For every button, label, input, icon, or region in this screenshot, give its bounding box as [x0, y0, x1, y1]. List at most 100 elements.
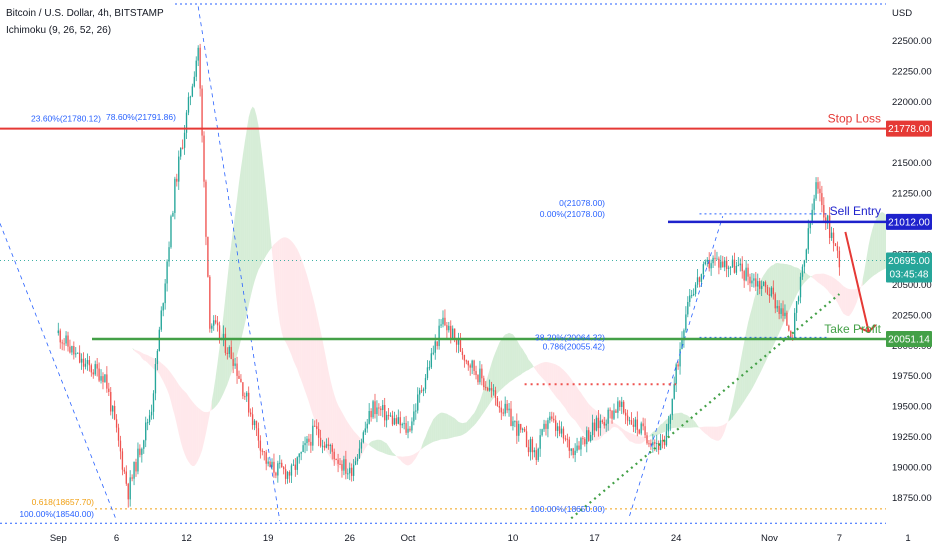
ichimoku-cloud-segment — [258, 125, 261, 270]
ichimoku-cloud-segment — [256, 115, 259, 276]
ichimoku-cloud-segment — [322, 340, 325, 447]
candle-body — [696, 277, 699, 285]
ichimoku-cloud-segment — [341, 412, 344, 469]
ichimoku-cloud-segment — [866, 245, 869, 282]
ichimoku-cloud-segment — [351, 428, 354, 466]
ichimoku-cloud-segment — [227, 261, 230, 385]
ichimoku-cloud-segment — [305, 269, 307, 397]
y-tick-label: 19000.00 — [892, 463, 932, 474]
candle-body — [665, 431, 668, 446]
ichimoku-cloud-segment — [726, 419, 729, 425]
ichimoku-cloud-segment — [660, 423, 663, 434]
candle-body — [836, 246, 839, 251]
candle-body — [537, 448, 539, 461]
candle-body — [224, 333, 227, 353]
ichimoku-cloud-segment — [794, 267, 797, 299]
candle-body — [331, 444, 333, 452]
candle-body — [681, 339, 683, 350]
candle-body — [628, 420, 631, 422]
candle-body — [615, 410, 617, 413]
candle-body — [189, 96, 192, 98]
ichimoku-cloud-segment — [308, 282, 311, 409]
candle-body — [191, 86, 194, 97]
candle-body — [117, 427, 120, 441]
ichimoku-cloud-segment — [376, 439, 379, 452]
candle-body — [319, 437, 322, 446]
candle-body — [541, 429, 543, 436]
ichimoku-cloud-segment — [680, 412, 682, 428]
candle-body — [685, 314, 687, 331]
candle-body — [426, 367, 429, 379]
ichimoku-cloud-segment — [446, 413, 449, 439]
ichimoku-cloud-segment — [147, 355, 150, 365]
fib-guide-line — [197, 6, 281, 521]
ichimoku-cloud-segment — [380, 439, 383, 453]
candle-body — [702, 264, 705, 275]
candle-body — [399, 417, 401, 426]
candle-body — [580, 438, 582, 450]
candle-body — [139, 448, 141, 455]
candle-body — [512, 421, 514, 427]
candle-body — [560, 428, 563, 434]
candle-body — [170, 216, 172, 248]
candle-body — [125, 471, 127, 484]
candle-body — [698, 277, 701, 282]
candle-body — [706, 259, 708, 262]
candle-body — [727, 267, 730, 269]
candle-body — [376, 407, 378, 415]
candle-body — [586, 430, 588, 445]
ichimoku-cloud-segment — [810, 275, 813, 278]
candle-body — [154, 364, 157, 394]
ichimoku-cloud-segment — [761, 275, 764, 371]
ichimoku-cloud-segment — [602, 414, 605, 437]
y-tick-label: 18750.00 — [892, 493, 932, 504]
candle-body — [834, 243, 837, 247]
candle-body — [729, 266, 732, 268]
candle-body — [380, 408, 382, 411]
candle-body — [267, 461, 269, 464]
ichimoku-cloud-segment — [233, 213, 236, 368]
candle-body — [642, 423, 644, 427]
candle-body — [663, 441, 666, 446]
stop-loss-annotation: Stop Loss — [828, 112, 881, 126]
ichimoku-cloud-segment — [713, 426, 716, 441]
candle-body — [422, 389, 425, 391]
candle-body — [442, 317, 444, 325]
support-trendline — [570, 293, 841, 520]
candle-body — [487, 387, 489, 391]
ichimoku-cloud-segment — [369, 441, 372, 447]
take-profit-tag — [886, 331, 932, 348]
candle-body — [510, 408, 512, 427]
ichimoku-cloud-segment — [544, 361, 546, 383]
ichimoku-cloud-segment — [695, 422, 698, 428]
ichimoku-cloud-segment — [740, 352, 743, 408]
candle-body — [102, 376, 104, 383]
chart-title: Bitcoin / U.S. Dollar, 4h, BITSTAMP — [6, 8, 164, 19]
ichimoku-cloud-segment — [746, 322, 749, 399]
candle-body — [104, 374, 106, 383]
candle-body — [300, 451, 302, 454]
ichimoku-cloud-segment — [615, 423, 618, 429]
candle-body — [434, 341, 436, 353]
candle-body — [529, 439, 532, 453]
candle-body — [803, 259, 806, 267]
fib-label: 100.00%(18540.00) — [19, 509, 94, 519]
ichimoku-cloud-segment — [122, 342, 125, 344]
candle-body — [656, 443, 658, 445]
candle-body — [589, 435, 592, 441]
fib-label: 23.60%(21780.12) — [31, 113, 101, 123]
candle-body — [133, 461, 135, 479]
ichimoku-cloud-segment — [516, 339, 519, 378]
projection-arrow-head — [859, 324, 877, 334]
ichimoku-cloud-segment — [631, 433, 634, 443]
ichimoku-cloud-segment — [139, 351, 142, 359]
ichimoku-cloud-segment — [829, 275, 832, 295]
candle-body — [603, 422, 605, 426]
candle-body — [294, 464, 297, 470]
candle-body — [63, 343, 65, 345]
ichimoku-cloud-segment — [462, 422, 465, 436]
candle-body — [77, 352, 79, 354]
candle-body — [90, 365, 93, 373]
ichimoku-cloud-segment — [211, 389, 214, 411]
